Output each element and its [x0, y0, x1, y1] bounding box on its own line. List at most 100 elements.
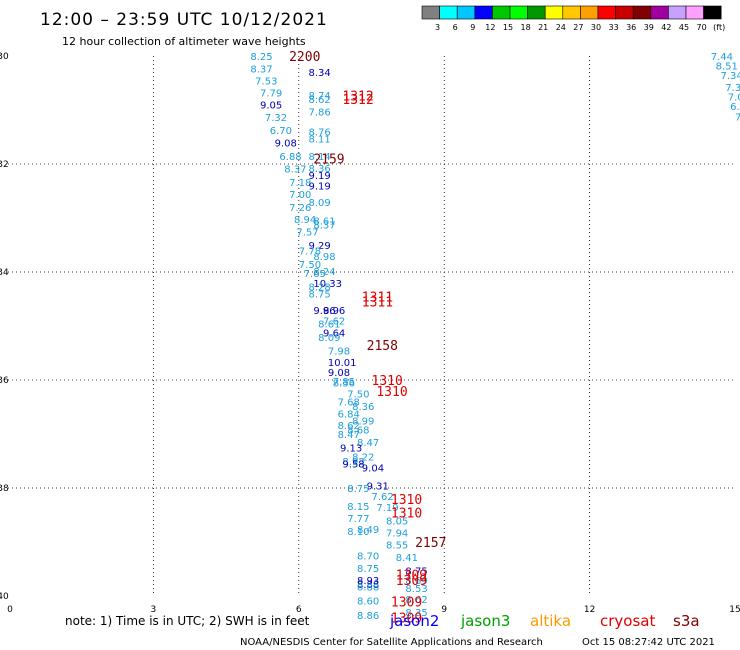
wave-height-label: 8.28 — [308, 283, 330, 294]
wave-height-label: 7.68 — [338, 398, 360, 409]
legend-label: 45 — [679, 23, 689, 32]
pass-time-label: 1312 — [342, 89, 373, 104]
wave-height-label: 9.08 — [328, 368, 350, 379]
wave-height-label: 8.53 — [405, 584, 427, 595]
wave-height-label: 8.47 — [338, 430, 360, 441]
wave-height-label: 8.36 — [308, 164, 330, 175]
pass-time-label: 2158 — [367, 339, 398, 354]
pass-time-label: 2200 — [289, 50, 320, 65]
pass-time-label: 1312 — [342, 93, 373, 108]
legend-swatch — [650, 5, 669, 20]
wave-height-label: 8.93 — [342, 457, 364, 468]
legend-swatch — [580, 5, 599, 20]
legend-label: 30 — [591, 23, 601, 32]
wave-height-label: 8.09 — [318, 333, 340, 344]
legend-label: 6 — [453, 23, 458, 32]
wave-height-label: 9.04 — [362, 463, 384, 474]
wave-height-label: 8.60 — [357, 596, 379, 607]
wave-height-label: 8.47 — [357, 438, 379, 449]
wave-height-label: 8.09 — [308, 198, 330, 209]
wave-height-label: 7.50 — [347, 390, 369, 401]
pass-time-label: 1309 — [391, 612, 422, 627]
wave-height-label: 7.53 — [255, 76, 277, 87]
wave-height-label: 8.36 — [333, 379, 355, 390]
pass-time-label: 1311 — [362, 290, 393, 305]
pass-time-label: 1310 — [391, 493, 422, 508]
wave-height-label: 6.70 — [270, 126, 292, 137]
wave-height-label: 9.13 — [340, 444, 362, 455]
satellite-jason2: jason2 — [389, 612, 439, 630]
wave-height-label: 8.10 — [347, 527, 369, 538]
wave-height-label: 8.68 — [347, 426, 369, 437]
legend-swatch — [527, 5, 546, 20]
wave-height-label: 8.14 — [308, 152, 330, 163]
legend-label: 21 — [538, 23, 548, 32]
wave-height-label: 9.19 — [308, 171, 330, 182]
wave-height-label: 10.33 — [313, 279, 342, 290]
wave-height-label: 7.79 — [260, 89, 282, 100]
wave-height-label: 8.37 — [313, 220, 335, 231]
wave-height-label: 7.50 — [299, 260, 321, 271]
wave-height-label: 9.29 — [308, 241, 330, 252]
wave-height-label: 8.94 — [294, 215, 316, 226]
wave-height-label: 8.93 — [357, 576, 379, 587]
chart-subtitle: 12 hour collection of altimeter wave hei… — [62, 35, 306, 48]
legend-swatch — [632, 5, 652, 20]
wave-height-label: 6.96 — [730, 102, 740, 113]
satellite-altika: altika — [530, 612, 571, 630]
wave-height-label: 8.99 — [352, 417, 374, 428]
wave-height-label: 9.19 — [308, 182, 330, 193]
wave-height-label: 8.61 — [313, 217, 335, 228]
legend-swatch — [615, 5, 634, 20]
footer-timestamp: Oct 15 08:27:42 UTC 2021 — [582, 637, 715, 648]
legend-swatch — [492, 5, 511, 20]
legend-label: 3 — [435, 23, 440, 32]
wave-height-label: 7.57 — [296, 228, 318, 239]
y-tick-label: -38 — [0, 484, 9, 494]
wave-height-label: 7.34 — [720, 71, 740, 82]
wave-height-label: 9.05 — [260, 101, 282, 112]
wave-height-label: 7.06 — [728, 93, 740, 104]
legend-label: (ft) — [713, 23, 725, 32]
x-tick-label: 6 — [296, 605, 302, 615]
plot-grid — [8, 56, 735, 596]
wave-height-label: 8.70 — [357, 552, 379, 563]
wave-height-label: 8.55 — [386, 541, 408, 552]
legend-label: 12 — [485, 23, 495, 32]
wave-height-label: 8.05 — [386, 516, 408, 527]
wave-height-label: 8.22 — [352, 453, 374, 464]
pass-times: 2200131213122159131113112158131013101310… — [289, 50, 446, 627]
wave-height-label: 7.78 — [299, 246, 321, 257]
wave-height-label: 7.62 — [372, 492, 394, 503]
footer-credit: NOAA/NESDIS Center for Satellite Applica… — [240, 637, 543, 648]
wave-height-label: 7.98 — [328, 346, 350, 357]
wave-height-label: 7.85 — [333, 377, 355, 388]
wave-height-label: 8.69 — [405, 576, 427, 587]
pass-time-label: 1309 — [391, 595, 422, 610]
wave-height-label: 9.64 — [323, 328, 345, 339]
wave-height-label: 8.51 — [716, 62, 738, 73]
legend-label: 42 — [661, 23, 671, 32]
chart-title: 12:00 – 23:59 UTC 10/12/2021 — [40, 10, 328, 30]
legend-label: 27 — [573, 23, 583, 32]
wave-height-label: 9.31 — [367, 481, 389, 492]
x-tick-label: 0 — [7, 605, 13, 615]
axis-ticks: 0 3 6 9 12 15 -30 -32 -34 -36 -38 -40 — [0, 52, 740, 615]
legend-label: 24 — [556, 23, 566, 32]
wave-height-label: 6.88 — [279, 152, 301, 163]
wave-height-label: 7.35 — [725, 83, 740, 94]
wave-height-label: 8.41 — [396, 553, 418, 564]
wave-height-label: 8.37 — [284, 164, 306, 175]
pass-time-label: 1309 — [396, 574, 427, 589]
legend-swatch — [597, 5, 616, 20]
x-tick-label: 9 — [441, 605, 447, 615]
wave-height-label: 8.75 — [357, 564, 379, 575]
y-tick-label: -34 — [0, 268, 9, 278]
y-tick-label: -32 — [0, 160, 9, 170]
satellite-jason3: jason3 — [460, 612, 510, 630]
wave-height-label: 7.86 — [308, 108, 330, 119]
legend-label: 9 — [470, 23, 475, 32]
legend-swatch — [509, 5, 528, 20]
wave-height-label: 8.86 — [357, 611, 379, 622]
